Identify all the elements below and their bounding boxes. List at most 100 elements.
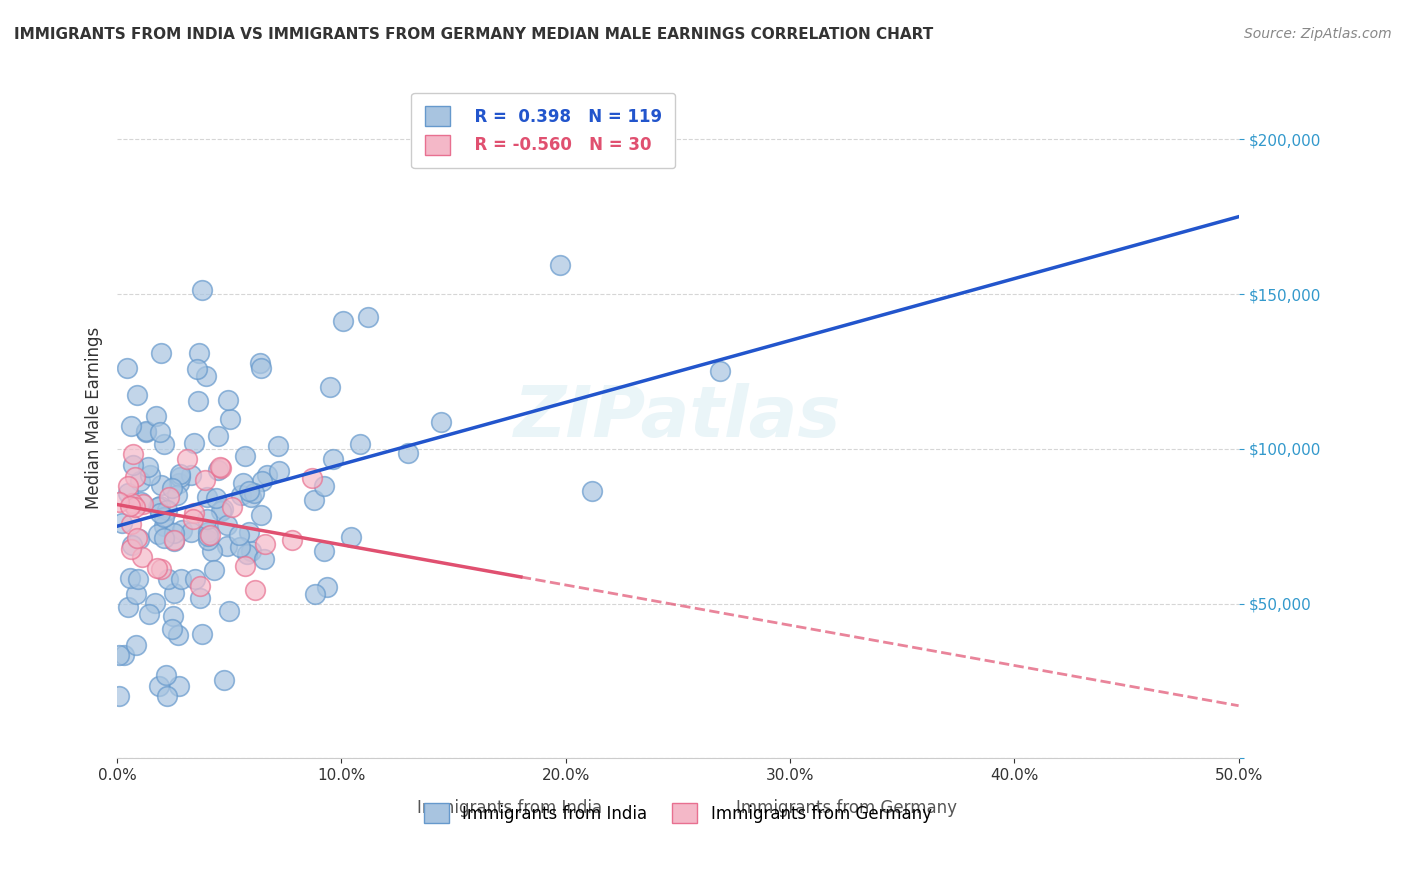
Point [221, 500, 243, 515]
Point [207, 429, 229, 443]
Point [250, 474, 273, 488]
Point [267, 440, 290, 454]
Point [117, 600, 139, 615]
Point [163, 526, 186, 541]
Point [135, 425, 157, 439]
Point [229, 540, 252, 554]
Point [186, 361, 208, 376]
Point [233, 559, 256, 574]
Point [217, 517, 239, 532]
Point [149, 562, 172, 576]
Point [209, 503, 232, 517]
Point [232, 476, 254, 491]
Point [128, 532, 150, 546]
Point [138, 607, 160, 621]
Point [243, 582, 266, 597]
Point [228, 528, 250, 542]
Point [197, 533, 219, 547]
Point [235, 449, 257, 463]
Point [122, 447, 145, 461]
Point [339, 530, 361, 544]
Point [131, 494, 153, 508]
Point [149, 345, 172, 359]
Point [238, 525, 260, 540]
Point [146, 527, 169, 541]
Point [163, 533, 186, 548]
Point [709, 364, 731, 378]
Point [136, 460, 159, 475]
Point [153, 437, 176, 451]
Point [304, 587, 326, 601]
Point [253, 551, 276, 566]
Point [250, 508, 273, 523]
Point [149, 425, 172, 439]
Y-axis label: Median Male Earnings: Median Male Earnings [86, 326, 103, 509]
Point [127, 572, 149, 586]
Point [124, 587, 146, 601]
Point [180, 467, 202, 482]
Point [176, 452, 198, 467]
Point [188, 346, 211, 360]
Point [581, 483, 603, 498]
Point [138, 468, 160, 483]
Point [115, 361, 138, 376]
Point [156, 690, 179, 704]
Point [318, 380, 340, 394]
Point [218, 604, 240, 618]
Text: ZIPatlas: ZIPatlas [515, 384, 842, 452]
Point [429, 415, 451, 429]
Text: IMMIGRANTS FROM INDIA VS IMMIGRANTS FROM GERMANY MEDIAN MALE EARNINGS CORRELATIO: IMMIGRANTS FROM INDIA VS IMMIGRANTS FROM… [14, 27, 934, 42]
Point [194, 368, 217, 383]
Point [163, 533, 186, 547]
Point [215, 539, 238, 553]
Point [202, 563, 225, 577]
Point [131, 549, 153, 564]
Point [162, 622, 184, 636]
Point [180, 525, 202, 540]
Point [280, 533, 302, 547]
Point [188, 579, 211, 593]
Point [118, 571, 141, 585]
Point [160, 481, 183, 495]
Point [396, 446, 419, 460]
Point [166, 488, 188, 502]
Point [125, 638, 148, 652]
Point [187, 394, 209, 409]
Point [191, 283, 214, 297]
Point [153, 518, 176, 533]
Point [149, 499, 172, 513]
Point [191, 627, 214, 641]
Point [135, 424, 157, 438]
Point [548, 258, 571, 272]
Point [128, 474, 150, 488]
Point [132, 497, 155, 511]
Point [108, 648, 131, 662]
Legend: Immigrants from India, Immigrants from Germany: Immigrants from India, Immigrants from G… [416, 795, 941, 831]
Point [219, 411, 242, 425]
Point [322, 452, 344, 467]
Point [212, 673, 235, 687]
Point [111, 516, 134, 530]
Point [155, 502, 177, 516]
Point [120, 516, 142, 531]
Point [250, 361, 273, 376]
Point [156, 572, 179, 586]
Point [117, 486, 139, 500]
Point [239, 490, 262, 504]
Point [145, 409, 167, 424]
Point [239, 544, 262, 558]
Point [152, 531, 174, 545]
Point [195, 512, 218, 526]
Point [357, 310, 380, 324]
Point [314, 479, 336, 493]
Point [166, 628, 188, 642]
Point [124, 500, 146, 514]
Point [149, 478, 172, 492]
Point [195, 490, 218, 504]
Point [122, 458, 145, 473]
Point [169, 470, 191, 484]
Point [302, 493, 325, 508]
Point [155, 668, 177, 682]
Point [108, 495, 131, 509]
Point [124, 469, 146, 483]
